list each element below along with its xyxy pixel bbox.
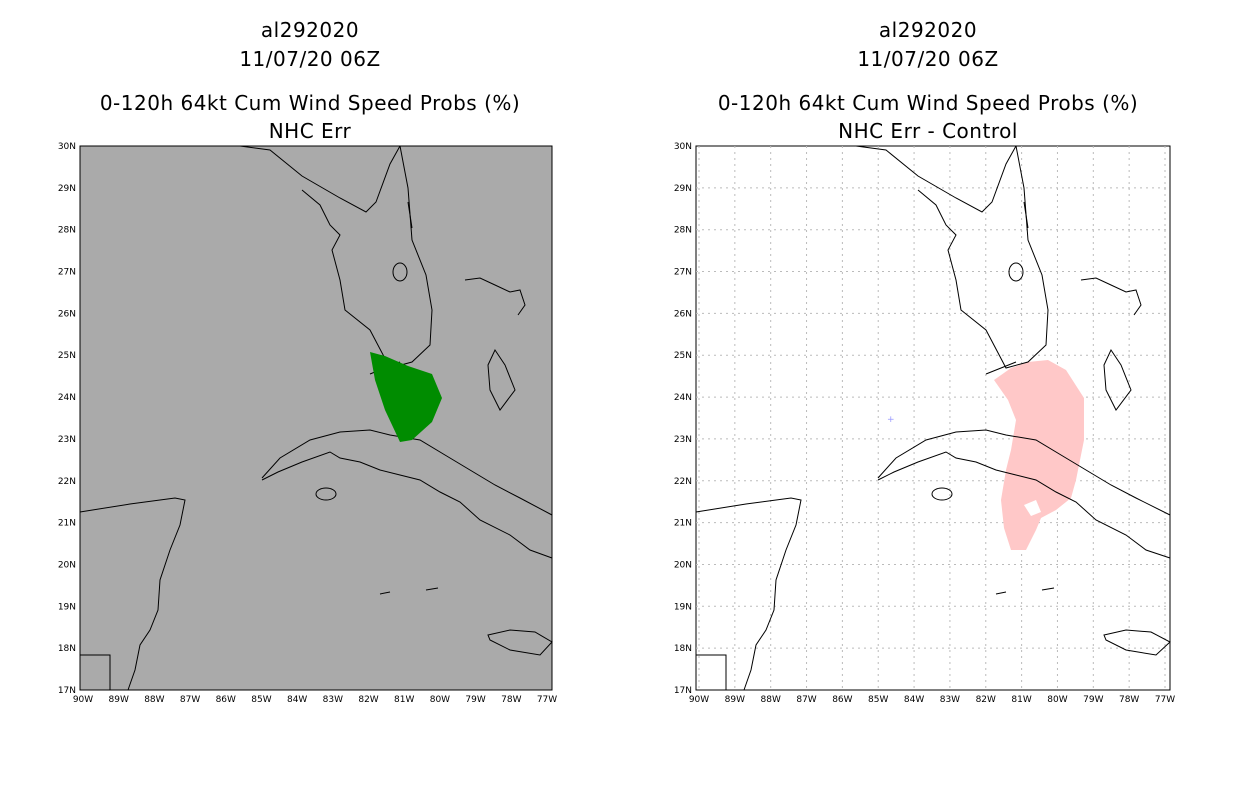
left-storm-id: al292020 [260,18,360,42]
right-lon-label: 88W [761,695,781,705]
right-lat-label: 19N [674,602,692,612]
left-lon-label: 79W [465,695,485,705]
right-lon-label: 77W [1155,695,1175,705]
left-lon-label: 86W [216,695,236,705]
right-datetime: 11/07/20 06Z [857,47,999,71]
left-chart-title: 0-120h 64kt Cum Wind Speed Probs (%) [99,91,521,115]
right-lon-label: 82W [976,695,996,705]
left-lat-label: 20N [58,560,76,570]
left-lat-label: 30N [58,142,76,152]
left-chart-subtitle: NHC Err [268,119,352,143]
left-lat-label: 18N [58,644,76,654]
right-positive-difference-region [994,360,1084,550]
right-lat-label: 20N [674,560,692,570]
right-chart-subtitle: NHC Err - Control [838,119,1018,143]
right-lat-label: 29N [674,184,692,194]
left-lon-label: 87W [180,695,200,705]
right-lon-label: 79W [1083,695,1103,705]
left-lon-label: 77W [537,695,557,705]
right-lon-label: 86W [832,695,852,705]
left-lon-label: 89W [109,695,129,705]
left-lon-label: 80W [430,695,450,705]
right-storm-id: al292020 [878,18,978,42]
right-lat-label: 27N [674,268,692,278]
right-gridlines [696,146,1170,690]
left-lat-label: 27N [58,268,76,278]
left-lon-label: 88W [144,695,164,705]
right-lon-label: 84W [904,695,924,705]
left-map-background [79,145,553,691]
right-lat-label: 23N [674,435,692,445]
left-lat-label: 25N [58,351,76,361]
left-lat-label: 28N [58,226,76,236]
left-lat-label: 21N [58,519,76,529]
left-lon-label: 83W [323,695,343,705]
right-lon-label: 90W [689,695,709,705]
left-axis-labels: 30N 29N 28N 27N 26N 25N 24N 23N 22N 21N 20N 19N 18N 1… [58,142,557,705]
left-lon-label: 82W [358,695,378,705]
right-lat-label: 22N [674,477,692,487]
left-lat-label: 24N [58,393,76,403]
right-lat-label: 21N [674,519,692,529]
right-lat-label: 24N [674,393,692,403]
right-axis-labels: 30N 29N 28N 27N 26N 25N 24N 23N 22N 21N 20N 19N 18N 1… [674,142,1175,705]
right-lon-label: 85W [868,695,888,705]
right-lat-label: 26N [674,309,692,319]
right-lon-label: 81W [1011,695,1031,705]
right-map-background [695,145,1171,691]
left-datetime: 11/07/20 06Z [239,47,381,71]
right-small-negative-marker: + [887,415,895,425]
right-lat-label: 17N [674,686,692,696]
left-map: 30N 29N 28N 27N 26N 25N 24N 23N 22N 21N 20N 19N 18N 1… [58,142,557,705]
right-lon-label: 83W [940,695,960,705]
right-lat-label: 25N [674,351,692,361]
right-lon-label: 89W [725,695,745,705]
right-lat-label: 18N [674,644,692,654]
left-lon-label: 90W [73,695,93,705]
left-lon-label: 85W [251,695,271,705]
left-lat-label: 17N [58,686,76,696]
left-probability-region [370,352,442,442]
left-lat-label: 29N [58,184,76,194]
right-coastlines [695,145,1171,691]
right-lon-label: 87W [796,695,816,705]
right-difference-gap [1024,500,1041,516]
right-map: 30N 29N 28N 27N 26N 25N 24N 23N 22N 21N 20N 19N 18N 1… [674,142,1175,705]
left-lat-label: 23N [58,435,76,445]
left-lon-label: 78W [501,695,521,705]
left-lon-label: 84W [287,695,307,705]
left-lon-label: 81W [394,695,414,705]
left-lat-label: 19N [58,602,76,612]
right-lon-label: 78W [1119,695,1139,705]
right-lon-label: 80W [1047,695,1067,705]
right-chart-title: 0-120h 64kt Cum Wind Speed Probs (%) [717,91,1139,115]
left-lat-label: 22N [58,477,76,487]
right-lat-label: 30N [674,142,692,152]
right-lat-label: 28N [674,226,692,236]
left-lat-label: 26N [58,309,76,319]
